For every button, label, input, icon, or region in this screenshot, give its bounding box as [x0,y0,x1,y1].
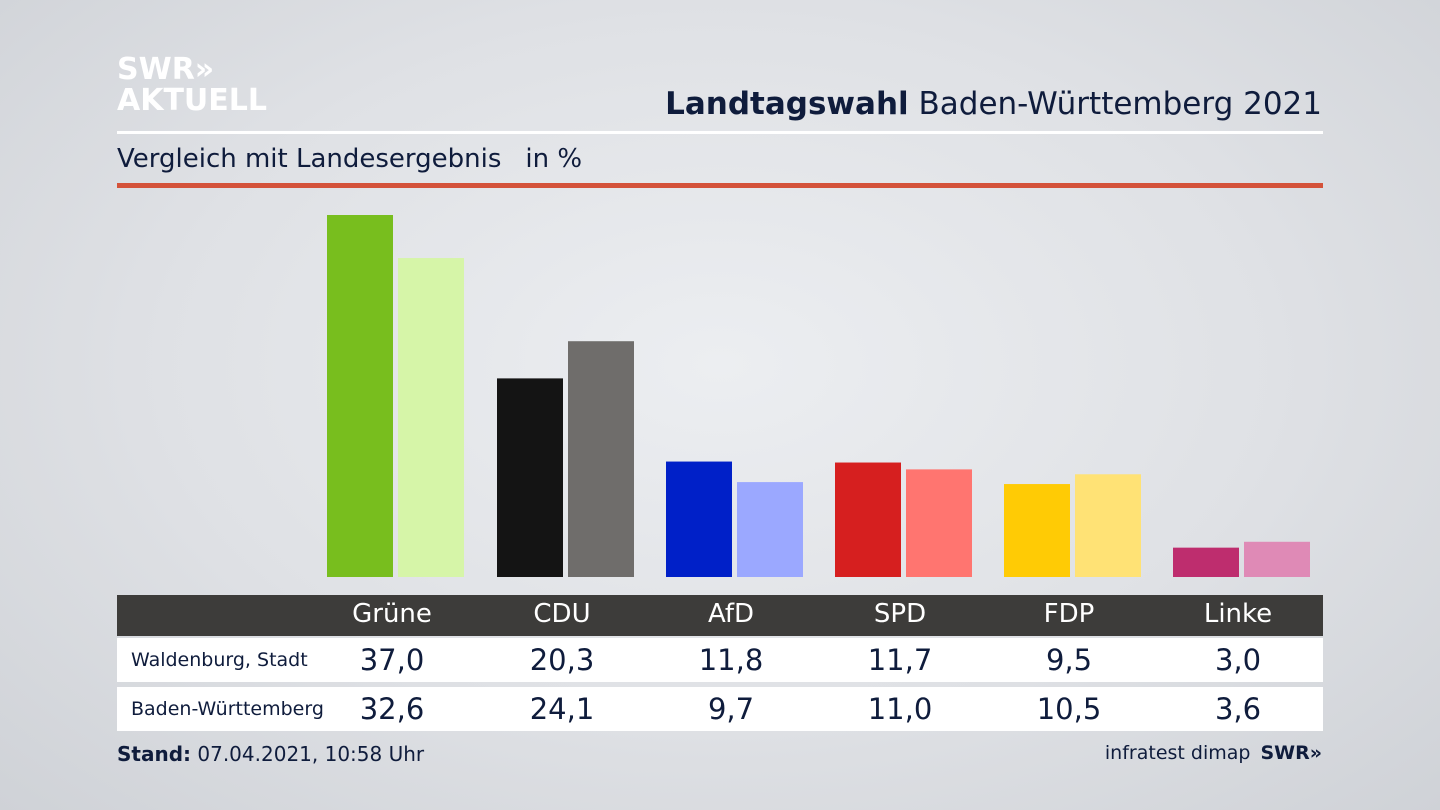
value-cell: 10,5 [1036,692,1102,726]
value-cell: 24,1 [529,692,595,726]
row-label: Waldenburg, Stadt [131,649,308,671]
bar-spd-local [835,462,901,577]
value-cell: 11,0 [867,692,933,726]
title-rest: Baden-Württemberg 2021 [918,86,1322,122]
column-header: CDU [533,599,591,629]
source: infratest dimap SWR» [1105,742,1322,764]
divider [117,131,1323,134]
stand-value: 07.04.2021, 10:58 Uhr [197,742,425,766]
swr-aktuell-logo: SWR» AKTUELL [117,54,267,116]
bar-linke-local [1173,547,1239,577]
value-cell: 3,0 [1214,643,1262,677]
value-cell: 3,6 [1214,692,1262,726]
swr-brand-logo: SWR» [1260,742,1322,764]
column-header: Linke [1203,599,1273,629]
subtitle: Vergleich mit Landesergebnis in % [117,144,582,174]
bar-cdu-state [568,341,634,577]
value-cell: 32,6 [359,692,425,726]
column-header: AfD [707,599,755,629]
bar-afd-local [666,461,732,577]
bar-cdu-local [497,378,563,577]
source-text: infratest dimap [1104,742,1251,764]
value-cell: 37,0 [359,643,425,677]
table-row: Baden-Württemberg 32,6 24,1 9,7 11,0 10,5 3,6 [117,687,1323,731]
bar-grüne-state [398,258,464,577]
title-bold: Landtagswahl [665,86,909,122]
logo-line1: SWR» [117,52,215,87]
value-cell: 11,8 [698,643,764,677]
bar-chart [327,215,1310,577]
bar-afd-state [737,482,803,577]
logo-line2: AKTUELL [117,83,268,118]
row-label: Baden-Württemberg [131,698,324,720]
bar-fdp-state [1075,474,1141,577]
timestamp: Stand: 07.04.2021, 10:58 Uhr [117,742,424,766]
accent-divider [117,183,1323,188]
subtitle-text: Vergleich mit Landesergebnis [117,144,502,174]
column-header: SPD [873,599,927,629]
table-row: Waldenburg, Stadt 37,0 20,3 11,8 11,7 9,5 3,0 [117,638,1323,682]
value-cell: 20,3 [529,643,595,677]
table-header: Grüne CDU AfD SPD FDP Linke [117,595,1323,636]
unit-label: in % [525,144,583,174]
bar-grüne-local [327,215,393,577]
bar-linke-state [1244,541,1310,577]
stand-label: Stand: [117,742,192,766]
value-cell: 9,7 [707,692,755,726]
value-cell: 11,7 [867,643,933,677]
bar-fdp-local [1004,484,1070,577]
column-header: FDP [1043,599,1095,629]
column-header: Grüne [352,599,432,629]
value-cell: 9,5 [1045,643,1093,677]
page-title: Landtagswahl Baden-Württemberg 2021 [665,86,1322,122]
bar-spd-state [906,469,972,577]
